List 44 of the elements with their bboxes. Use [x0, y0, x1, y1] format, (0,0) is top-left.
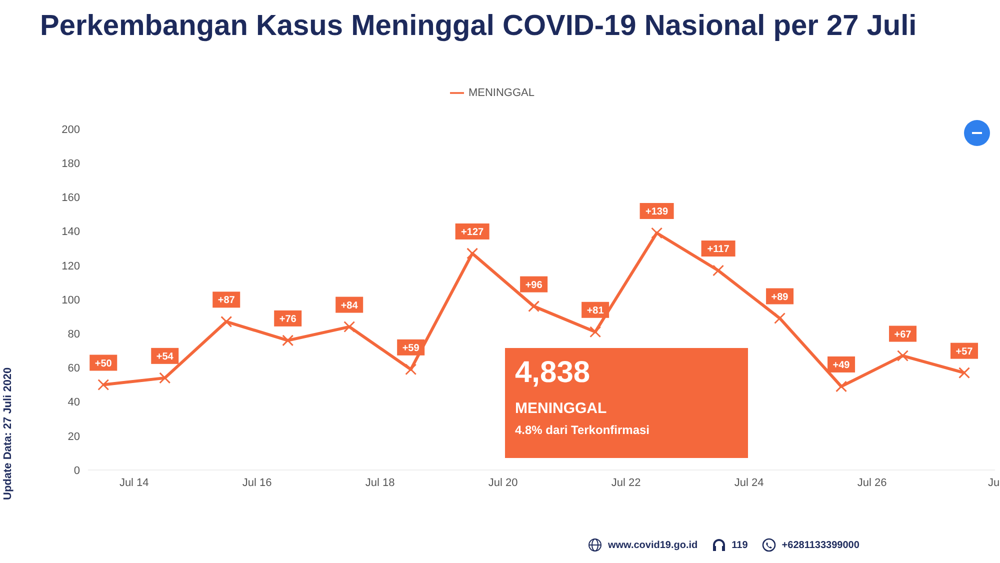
x-tick-label: Jul 18	[365, 476, 395, 489]
data-label: +57	[956, 346, 974, 358]
y-tick-label: 100	[62, 294, 80, 306]
y-tick-label: 80	[68, 328, 80, 341]
annotation: 4,838	[515, 356, 592, 390]
legend-label: MENINGGAL	[468, 86, 534, 99]
data-label: +89	[771, 292, 789, 303]
x-tick-label: Jul 24	[734, 476, 764, 489]
y-tick-label: 160	[62, 192, 80, 204]
data-label: +49	[832, 360, 850, 371]
x-tick-label: Jul 16	[242, 476, 272, 489]
annotation: MENINGGAL	[515, 400, 608, 417]
x-tick-label: Jul 20	[488, 476, 518, 489]
x-tick-label: Jul 14	[119, 476, 149, 489]
chart-title: Perkembangan Kasus Meninggal COVID-19 Nasional per 27 Juli	[40, 10, 917, 43]
y-tick-label: 120	[62, 260, 80, 272]
summary-card: 4,838 MENINGGAL 4.8% dari Terkonfirmasi	[505, 348, 748, 458]
y-tick-label: 140	[62, 226, 80, 238]
data-label: +87	[218, 295, 236, 306]
y-tick-label: 180	[62, 158, 80, 170]
text: www.covid19.go.id	[608, 540, 698, 550]
data-label: +81	[586, 305, 604, 316]
y-tick-label: 200	[62, 124, 80, 136]
data-label: +96	[525, 280, 543, 291]
data-label: +127	[461, 226, 484, 238]
x-tick-label: Jul 26	[857, 476, 887, 489]
data-label: +67	[894, 329, 912, 340]
data-label: +84	[340, 300, 358, 312]
data-label: +117	[707, 244, 730, 256]
y-tick-label: 40	[68, 396, 80, 409]
data-label: +50	[94, 358, 112, 370]
text: +6281133399000	[782, 540, 860, 550]
text: 119	[732, 540, 748, 550]
annotation: 4.8% dari Terkonfirmasi	[515, 423, 650, 437]
data-label: +76	[279, 314, 297, 325]
x-tick-label: Jul 22	[611, 476, 641, 489]
data-label: +139	[646, 206, 668, 218]
x-tick-label: Jul	[988, 476, 1000, 489]
text: Update Data: 27 Juli 2020	[2, 367, 14, 500]
y-tick-label: 60	[68, 362, 80, 375]
data-label: +54	[156, 351, 174, 362]
y-tick-label: 0	[74, 464, 80, 477]
y-tick-label: 20	[68, 430, 80, 443]
data-label: +59	[402, 342, 420, 354]
